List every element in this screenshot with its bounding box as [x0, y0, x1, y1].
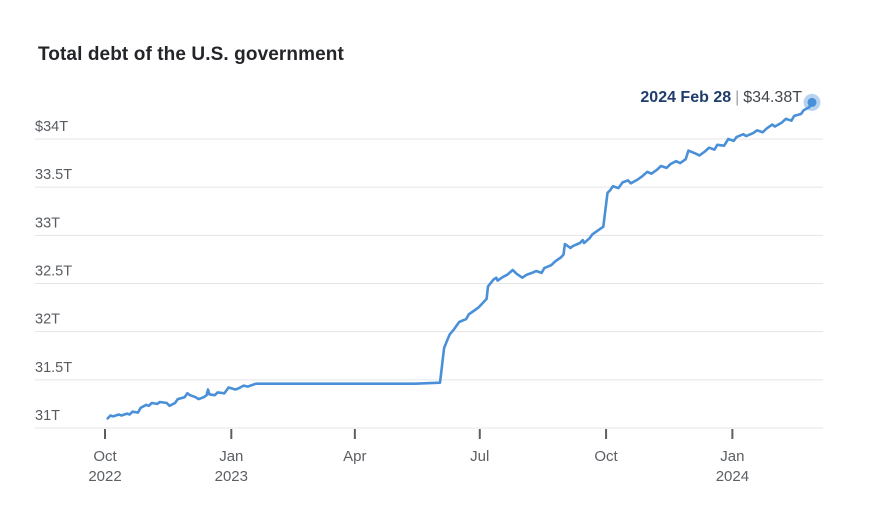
x-axis-tick-label: Jan	[219, 448, 243, 465]
x-axis-tick-year-label: 2024	[716, 468, 749, 485]
y-axis-labels: $34T 33.5T 33T 32.5T 32T 31.5T 31T	[35, 119, 72, 424]
x-axis-tick-label: Apr	[343, 448, 366, 465]
label-separator-icon: |	[735, 89, 740, 106]
y-axis-tick-label: 32.5T	[35, 264, 72, 280]
x-axis: Oct 2022 Jan 2023 Apr Jul Oct Jan 2024	[88, 429, 749, 485]
x-axis-tick-year-label: 2022	[88, 468, 121, 485]
latest-point-label: 2024 Feb 28 | $34.38T	[640, 89, 802, 107]
x-axis-tick-label: Jul	[470, 448, 489, 465]
y-axis-tick-label: 33T	[35, 215, 60, 231]
x-axis-tick-year-label: 2023	[215, 468, 248, 485]
debt-line-series[interactable]	[106, 101, 814, 420]
y-axis-tick-label: 31T	[35, 408, 60, 424]
gridlines	[35, 138, 823, 429]
y-axis-tick-label: 31.5T	[35, 360, 72, 376]
endpoint-dot[interactable]	[807, 97, 817, 107]
latest-date-label: 2024 Feb 28	[640, 89, 732, 106]
y-axis-tick-label: 33.5T	[35, 167, 72, 183]
x-axis-tick-label: Oct	[93, 448, 117, 465]
chart-title: Total debt of the U.S. government	[38, 44, 344, 65]
x-axis-tick-label: Jan	[720, 448, 744, 465]
x-axis-tick-label: Oct	[594, 448, 618, 465]
y-axis-tick-label: 32T	[35, 312, 60, 328]
latest-value-label: $34.38T	[743, 89, 802, 106]
y-axis-tick-label: $34T	[35, 119, 68, 135]
